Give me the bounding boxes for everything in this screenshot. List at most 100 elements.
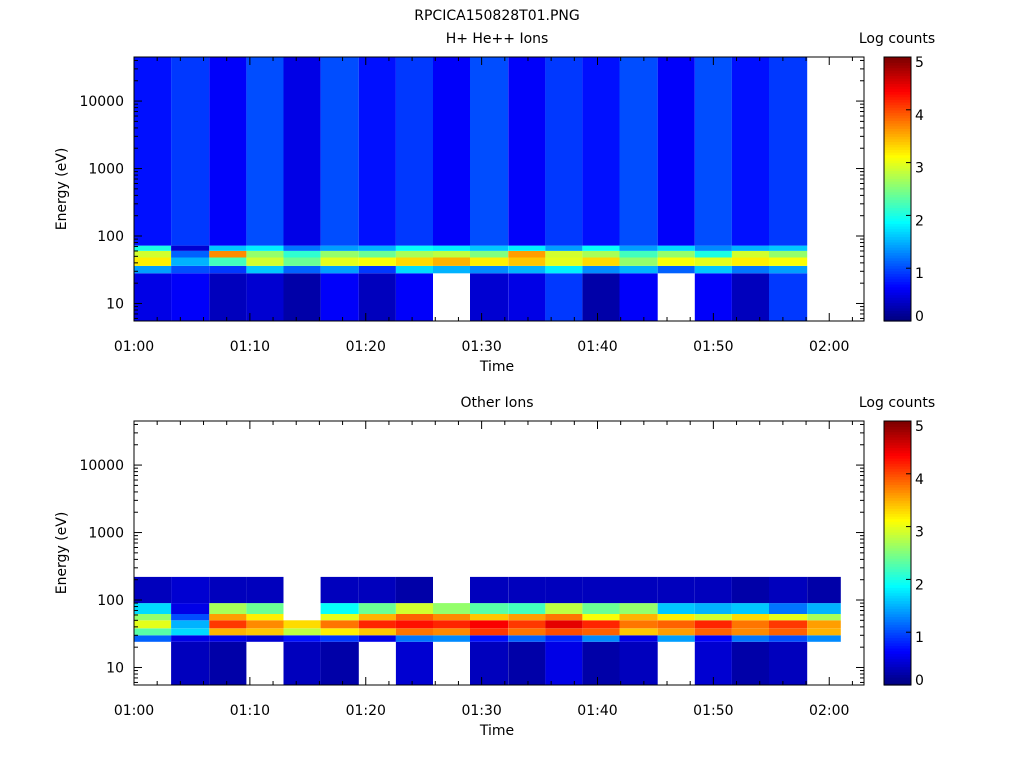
colorbar-segment [884,194,911,198]
heatmap-cell [246,57,284,246]
heatmap-cells [134,576,841,685]
heatmap-cell [246,251,284,258]
heatmap-cell [807,628,841,636]
heatmap-cell [582,641,620,685]
heatmap-cell [134,614,172,621]
colorbar-segment [884,152,911,156]
colorbar-segment [884,597,911,602]
colorbar-segment [884,513,911,517]
colorbar-tick-label: 5 [915,419,924,435]
heatmap-cell [694,603,732,614]
colorbar-segment [884,666,911,670]
colorbar-segment [884,600,911,604]
x-tick-label: 01:10 [230,339,270,355]
colorbar-segment [884,595,911,599]
heatmap-cell [358,245,396,251]
colorbar-segment [884,146,911,150]
heatmap-cell [209,245,247,251]
colorbar-segment [884,170,911,174]
colorbar-segment [884,239,911,243]
heatmap-cell [731,57,769,246]
heatmap-cell [395,257,433,266]
colorbar-tick-label: 5 [915,55,924,71]
heatmap-cell [731,576,769,604]
colorbar-tick-label: 4 [915,108,924,124]
heatmap-cell [209,265,247,274]
colorbar-segment [884,529,911,533]
colorbar-segment [884,257,911,261]
heatmap-cell [246,635,284,642]
colorbar-segment [884,658,911,662]
y-tick-label: 100 [97,229,124,245]
heatmap-cell [395,251,433,258]
heatmap-cell [470,641,509,685]
colorbar-segment [884,247,911,251]
colorbar-segment [884,500,911,504]
heatmap-cell [470,257,509,266]
colorbar-segment [884,450,911,454]
heatmap-cell [545,620,583,629]
heatmap-cell [657,576,695,604]
colorbar-segment [884,576,911,580]
colorbar-segment [884,291,911,296]
heatmap-cell [769,251,808,258]
colorbar-segment [884,189,911,193]
heatmap-cell [619,603,658,614]
colorbar-segment [884,80,911,84]
colorbar-segment [884,436,911,441]
heatmap-cell [134,257,172,266]
x-tick-label: 01:20 [346,339,386,355]
colorbar-segment [884,231,911,235]
heatmap-cell [657,257,695,266]
heatmap-cell [545,603,583,614]
heatmap-cell [283,57,321,246]
colorbar-segment [884,165,911,169]
heatmap-cell [433,57,471,246]
heatmap-cell [657,251,695,258]
heatmap-cell [470,614,509,621]
heatmap-cell [508,641,546,685]
colorbar-segment [884,637,911,641]
colorbar-segment [884,207,911,211]
colorbar-segment [884,473,911,478]
colorbar-segment [884,421,911,425]
heatmap-cell [320,273,359,321]
heatmap-cell [395,245,433,251]
heatmap-cell [694,245,732,251]
colorbar-segment [884,460,911,464]
heatmap-cell [545,257,583,266]
colorbar-segment [884,210,911,214]
heatmap-cell [508,265,546,274]
colorbar-segment [884,560,911,565]
colorbar-segment [884,542,911,546]
colorbar-segment [884,265,911,269]
colorbar-segment [884,648,911,652]
colorbar-segment [884,613,911,617]
colorbar-segment [884,603,911,607]
colorbar-segment [884,523,911,528]
colorbar-segment [884,508,911,512]
heatmap-cell [508,57,546,246]
colorbar-segment [884,645,911,649]
colorbar-segment [884,284,911,288]
colorbar-tick-label: 2 [915,213,924,229]
heatmap-cell [470,576,509,604]
heatmap-cell [395,273,433,321]
y-tick-label: 100 [97,593,124,609]
heatmap-cell [134,251,172,258]
colorbar-segment [884,539,911,544]
heatmap-cell [657,635,695,642]
colorbar-segment [884,484,911,488]
heatmap-cell [582,245,620,251]
heatmap-cell [209,576,247,604]
colorbar-segment [884,624,911,628]
colorbar-segment [884,510,911,514]
heatmap-cell [582,635,620,642]
heatmap-cell [320,257,359,266]
colorbar-segment [884,241,911,246]
heatmap-cell [134,620,172,629]
heatmap-cell [619,576,658,604]
colorbar-segment [884,218,911,222]
colorbar-segment [884,444,911,448]
colorbar-segment [884,566,911,570]
